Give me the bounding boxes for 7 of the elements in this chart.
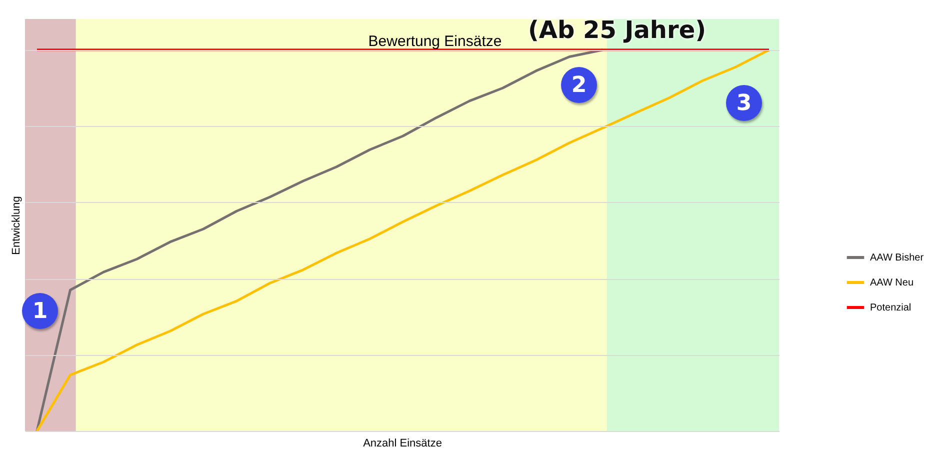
legend-label: AAW Neu (870, 278, 914, 288)
legend-label: Potenzial (870, 302, 912, 314)
x-axis-title: Anzahl Einsätze (363, 438, 442, 450)
y-axis-title: Entwicklung (10, 196, 22, 255)
chart-title: Bewertung Einsätze (368, 33, 502, 50)
text: (Ab 25 Jahre) (528, 16, 706, 44)
legend-label: AAW Bisher (870, 252, 924, 264)
